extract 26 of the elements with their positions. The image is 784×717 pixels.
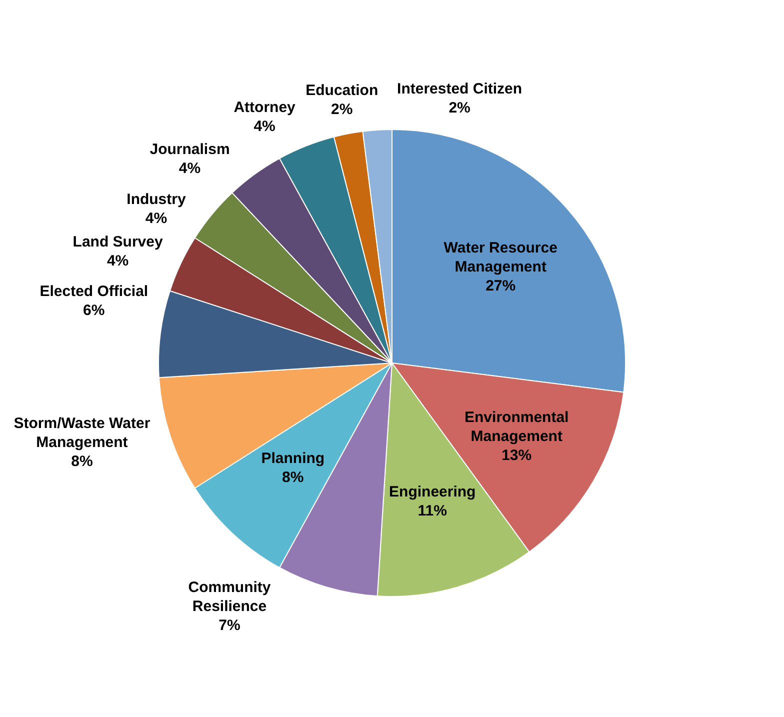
slice-label: Engineering	[389, 484, 476, 501]
slice-label: Storm/Waste Water Management	[14, 414, 150, 451]
data-label: 2%	[331, 100, 353, 118]
data-label: 4%	[178, 160, 201, 178]
slice-label: Industry	[126, 191, 186, 208]
slice-label: Elected Official	[40, 282, 148, 300]
data-label: 11%	[418, 502, 447, 520]
data-label: 7%	[218, 616, 240, 634]
slice-label: Journalism	[150, 141, 230, 158]
data-label: 4%	[106, 252, 129, 270]
data-label: 4%	[254, 118, 276, 135]
data-label: 8%	[71, 452, 93, 470]
data-label: 8%	[282, 469, 304, 486]
slice-label: Planning	[261, 450, 325, 468]
data-label: 6%	[83, 302, 105, 319]
slice-label: Attorney	[234, 98, 296, 116]
data-label: 4%	[145, 210, 168, 228]
slice-label: Environmental Management	[464, 408, 569, 445]
slice-label: Interested Citizen	[397, 80, 522, 98]
slice-label: Education	[306, 82, 378, 99]
slice-label: Community Resilience	[188, 578, 272, 615]
data-label: 13%	[502, 446, 532, 464]
slice-label: Land Survey	[72, 233, 164, 250]
slice-label: Water Resource Management	[444, 239, 558, 276]
data-label: 27%	[486, 277, 516, 294]
data-label: 2%	[448, 99, 470, 116]
